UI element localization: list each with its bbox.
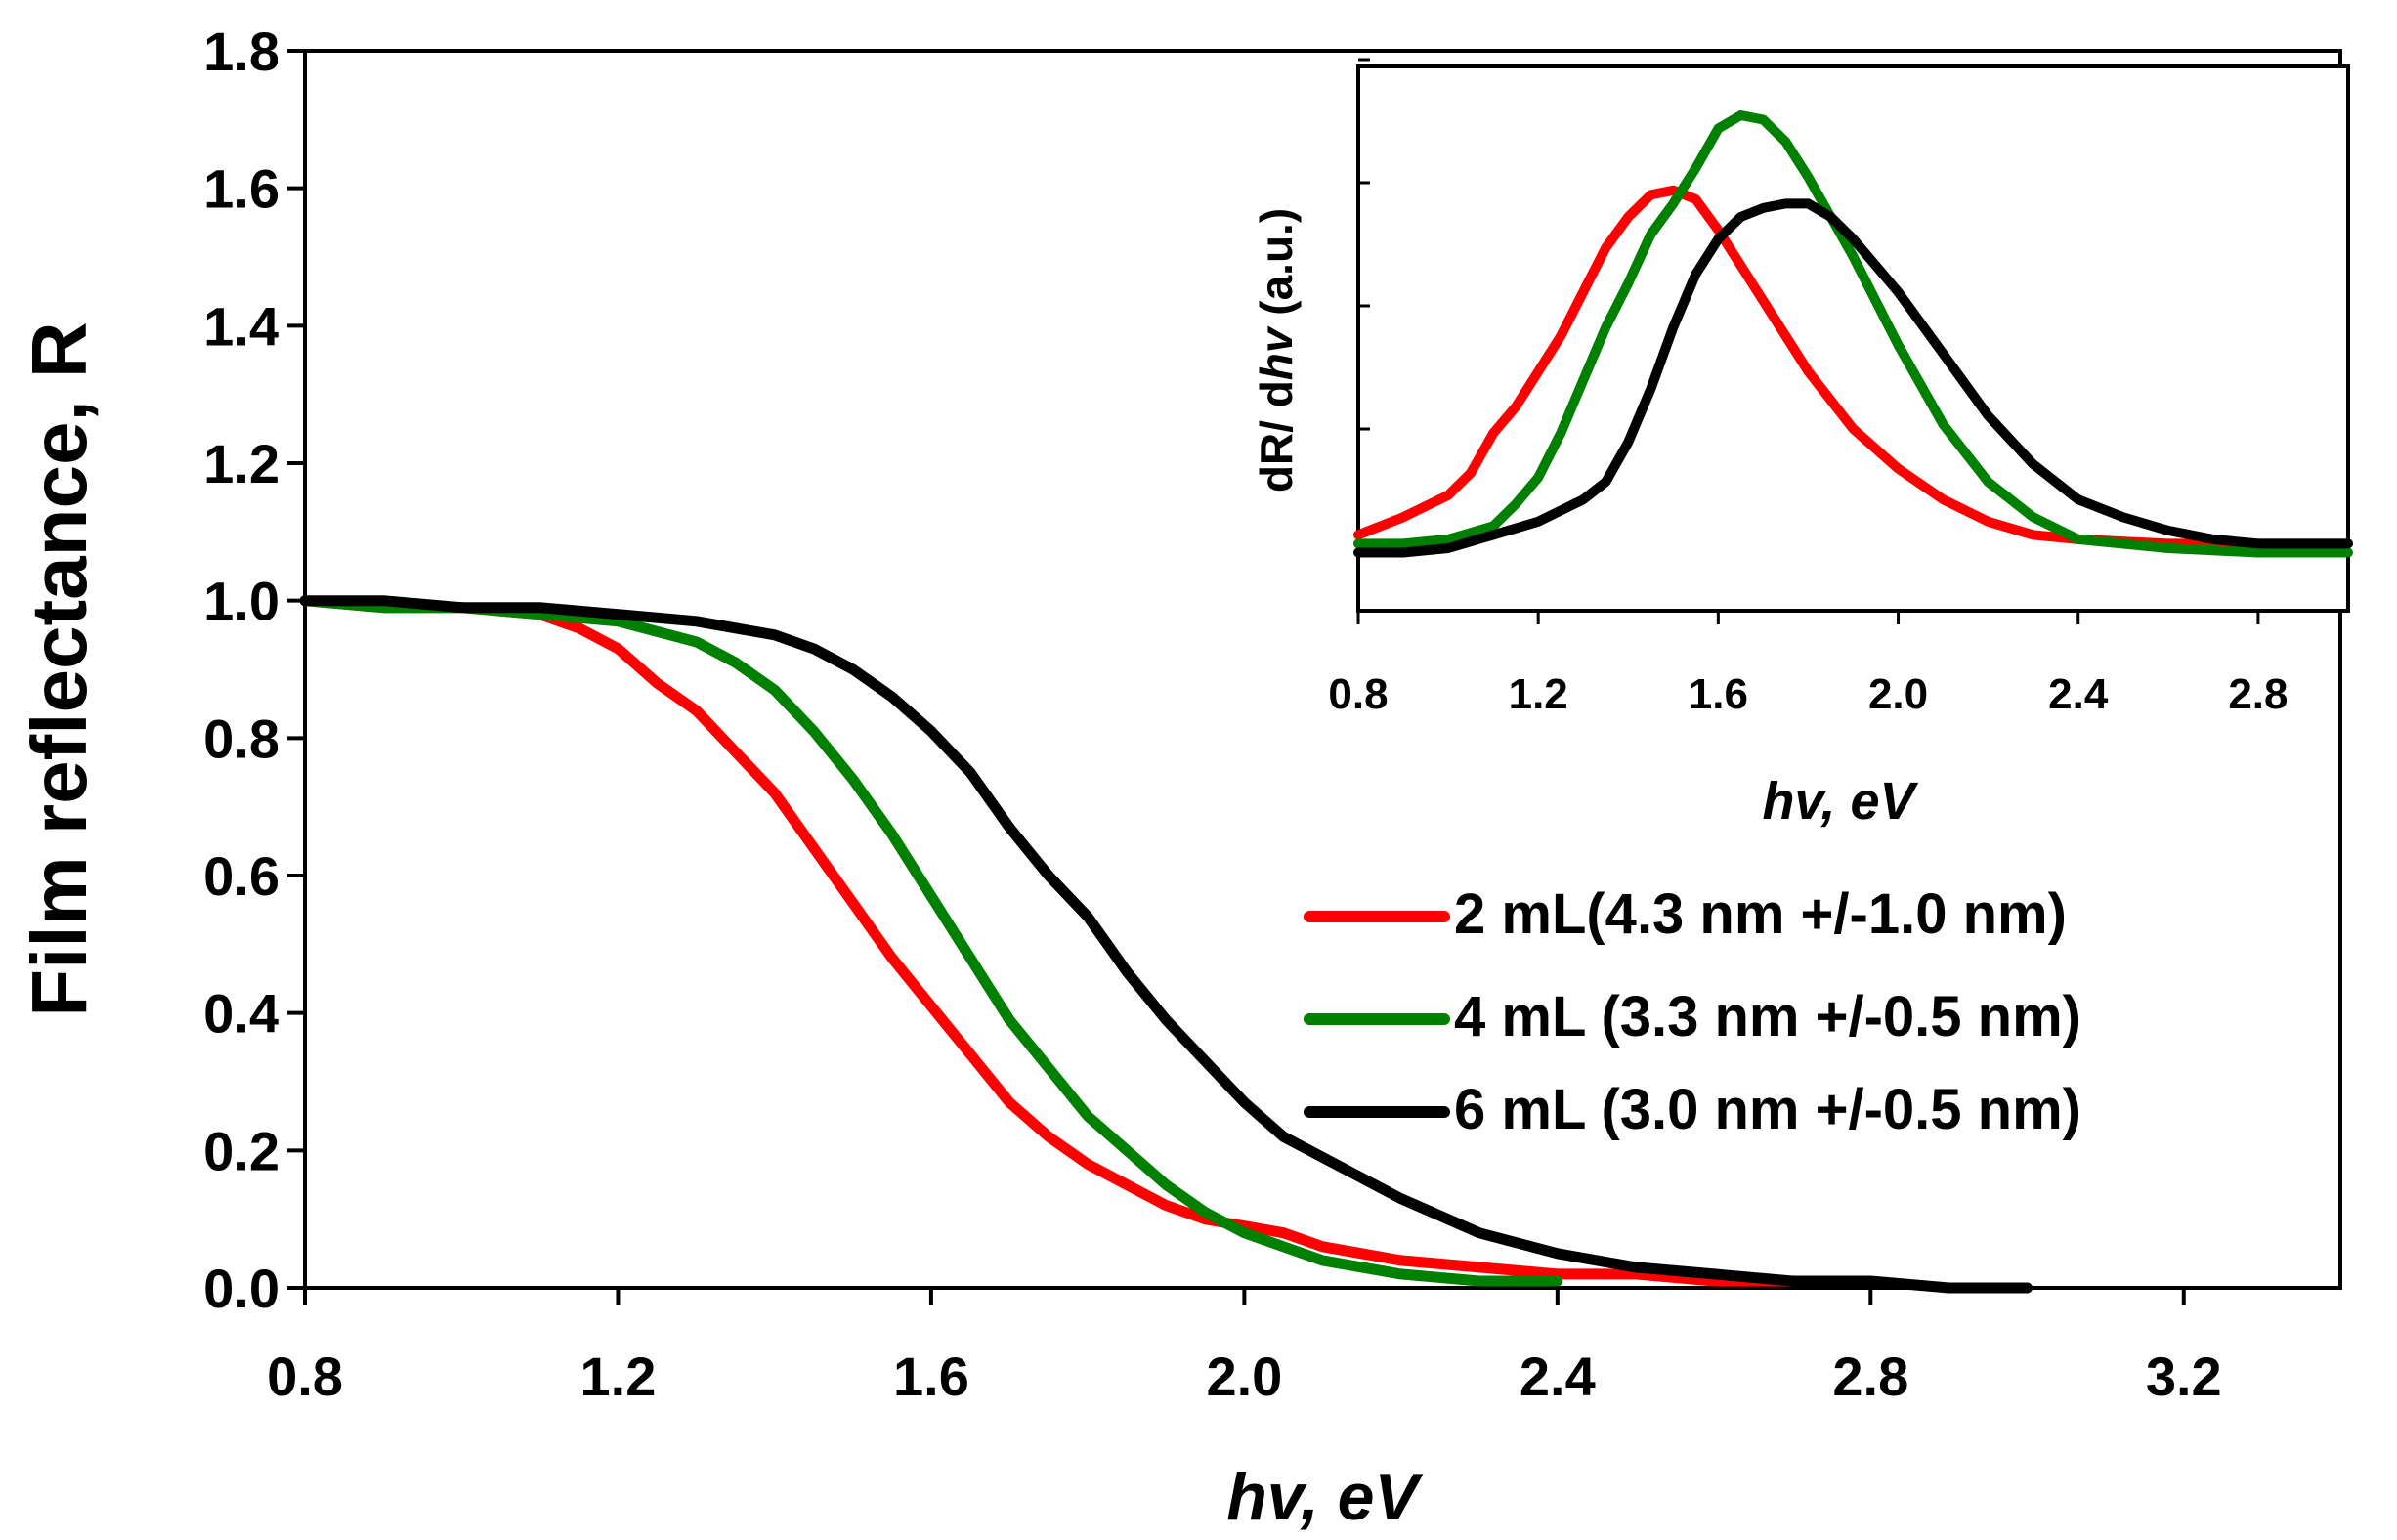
y-tick-label: 1.8	[203, 21, 279, 82]
main-chart: 0.0 0.2 0.4 0.6 0.8 1.0 1.2 1.4 1.6 1.8 0.8 1.2 1.6 2…	[16, 21, 2342, 1534]
y-tick-label: 0.8	[203, 707, 279, 769]
inset-plot-frame	[1356, 64, 2350, 613]
x-tick-label: 3.2	[2146, 1346, 2222, 1407]
inset-series-line-1	[1353, 185, 2353, 549]
main-plot-frame	[303, 49, 2342, 1290]
series-line-1	[299, 595, 1798, 1287]
x-tick-label: 1.6	[893, 1346, 969, 1407]
x-axis-title: hv, eV	[1226, 1460, 1424, 1534]
y-tick-label: 1.4	[203, 295, 279, 357]
series-line-3	[299, 595, 2033, 1294]
inset-y-axis-title-part: dR/ d	[1251, 380, 1302, 492]
x-tick-label: 2.4	[1520, 1346, 1596, 1407]
y-tick-label: 1.0	[203, 571, 279, 632]
x-tick-label: 2.8	[1832, 1346, 1908, 1407]
x-tick-label: 1.2	[580, 1346, 657, 1407]
inset-chart: 0.8 1.2 1.6 2.0 2.4 2.8 hv, eV dR/ dhv (a.u.)	[1251, 58, 2353, 831]
inset-series-line-3	[1353, 198, 2353, 558]
y-tick-label: 1.6	[203, 158, 279, 220]
inset-y-axis-title: dR/ dhv (a.u.)	[1251, 208, 1302, 492]
inset-x-tick-label: 1.6	[1689, 670, 1748, 718]
legend-label-2: 4 mL (3.3 nm +/-0.5 nm)	[1454, 985, 2081, 1048]
inset-x-tick-label: 1.2	[1509, 670, 1568, 718]
inset-y-axis-title-part: hv	[1251, 325, 1302, 380]
inset-x-axis-title: hv, eV	[1762, 772, 1918, 831]
series-line-2	[299, 595, 1563, 1287]
inset-x-tick-label: 2.0	[1868, 670, 1928, 718]
legend-label-1: 2 mL(4.3 nm +/-1.0 nm)	[1454, 882, 2067, 946]
y-tick-label: 0.0	[203, 1258, 279, 1319]
inset-y-axis-title-part: (a.u.)	[1251, 208, 1302, 328]
y-axis-title: Film reflectance, R	[16, 321, 103, 1016]
inset-x-tick-label: 2.4	[2048, 670, 2109, 718]
y-tick-label: 0.6	[203, 845, 279, 907]
y-tick-label: 1.2	[203, 433, 279, 494]
legend-label-3: 6 mL (3.0 nm +/-0.5 nm)	[1454, 1078, 2081, 1141]
inset-x-tick-label: 0.8	[1328, 670, 1388, 718]
y-tick-label: 0.2	[203, 1120, 279, 1181]
y-tick-label: 0.4	[203, 983, 279, 1045]
x-tick-label: 2.0	[1206, 1346, 1282, 1407]
x-tick-label: 0.8	[267, 1346, 343, 1407]
inset-x-tick-label: 2.8	[2228, 670, 2288, 718]
legend: 2 mL(4.3 nm +/-1.0 nm) 4 mL (3.3 nm +/-0.…	[1304, 882, 2081, 1141]
inset-series-line-2	[1353, 110, 2353, 558]
